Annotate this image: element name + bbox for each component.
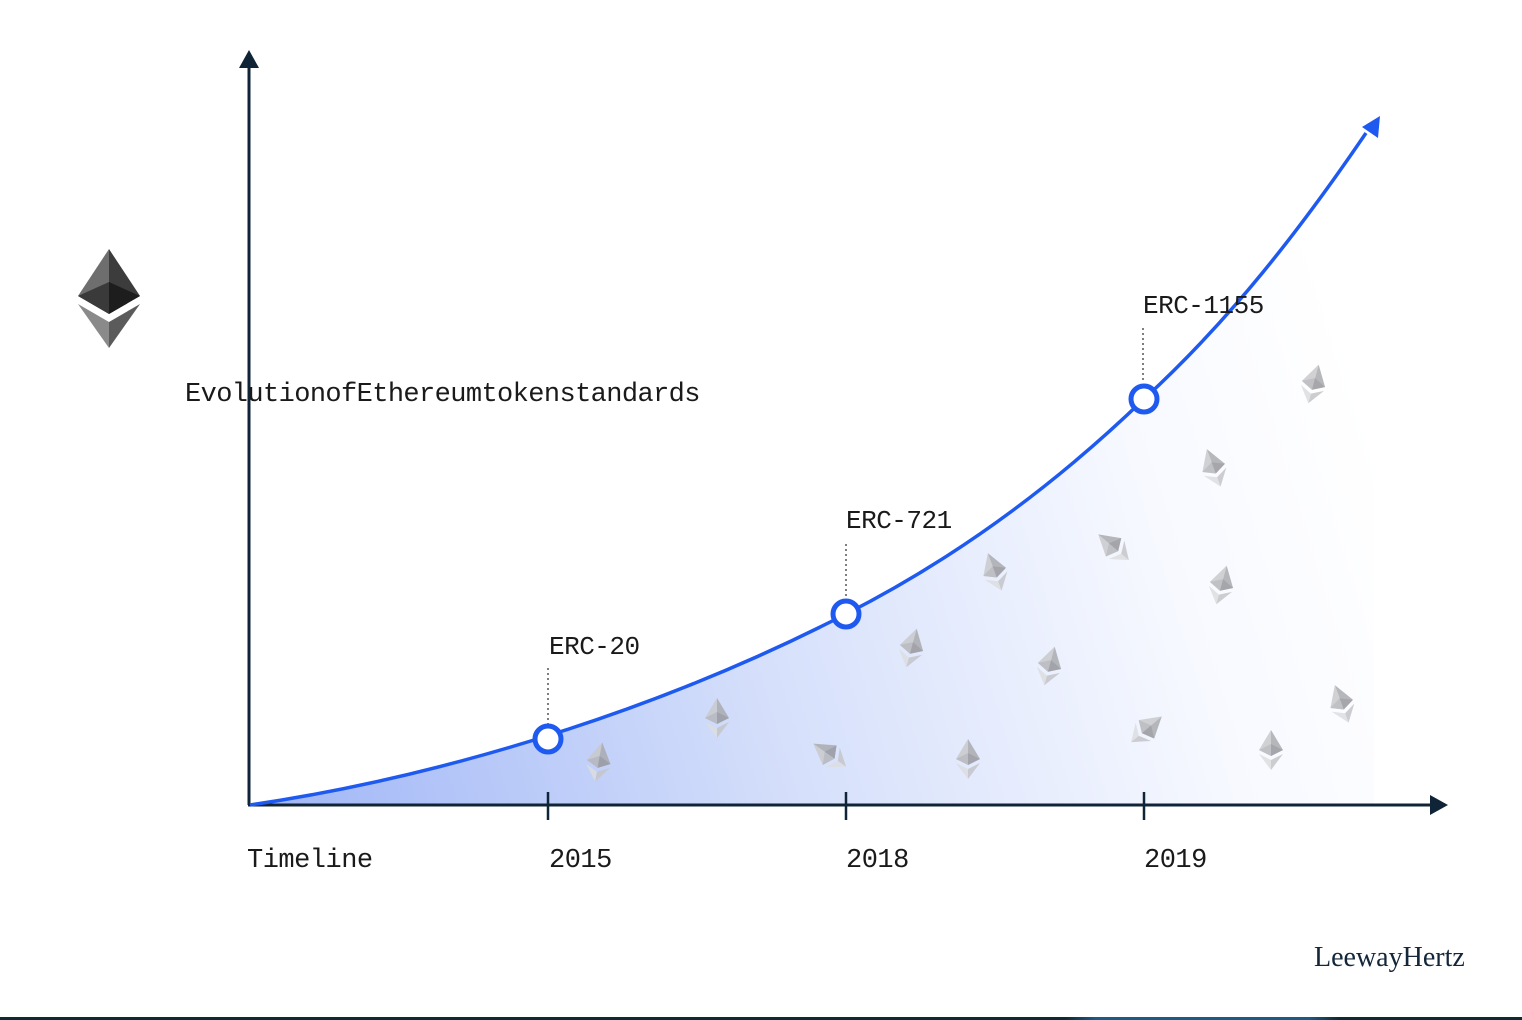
tick-label-2019: 2019	[1144, 846, 1207, 876]
bottom-border	[0, 1017, 1522, 1020]
diagram-title: EvolutionofEthereumtokenstandards	[185, 380, 700, 410]
ethereum-icon	[78, 249, 140, 348]
leader-lines	[547, 328, 1144, 724]
axes	[239, 50, 1448, 820]
growth-curve	[249, 132, 1368, 807]
milestone-label-erc721: ERC-721	[846, 506, 952, 536]
milestone-markers	[532, 383, 1160, 755]
x-axis-arrow-icon	[1430, 795, 1448, 815]
milestone-label-erc20: ERC-20	[549, 632, 640, 662]
growth-area	[250, 125, 1374, 805]
tick-label-2015: 2015	[549, 846, 612, 876]
milestone-label-erc1155: ERC-1155	[1143, 291, 1264, 321]
marker-erc20	[532, 723, 564, 755]
y-axis-arrow-icon	[239, 50, 259, 68]
marker-erc1155	[1128, 383, 1160, 415]
x-axis-label: Timeline	[247, 846, 373, 876]
brand-logo-text: LeewayHertz	[1314, 942, 1465, 973]
tick-label-2018: 2018	[846, 846, 909, 876]
marker-erc721	[830, 598, 862, 630]
curve-arrow-icon	[1362, 116, 1380, 138]
